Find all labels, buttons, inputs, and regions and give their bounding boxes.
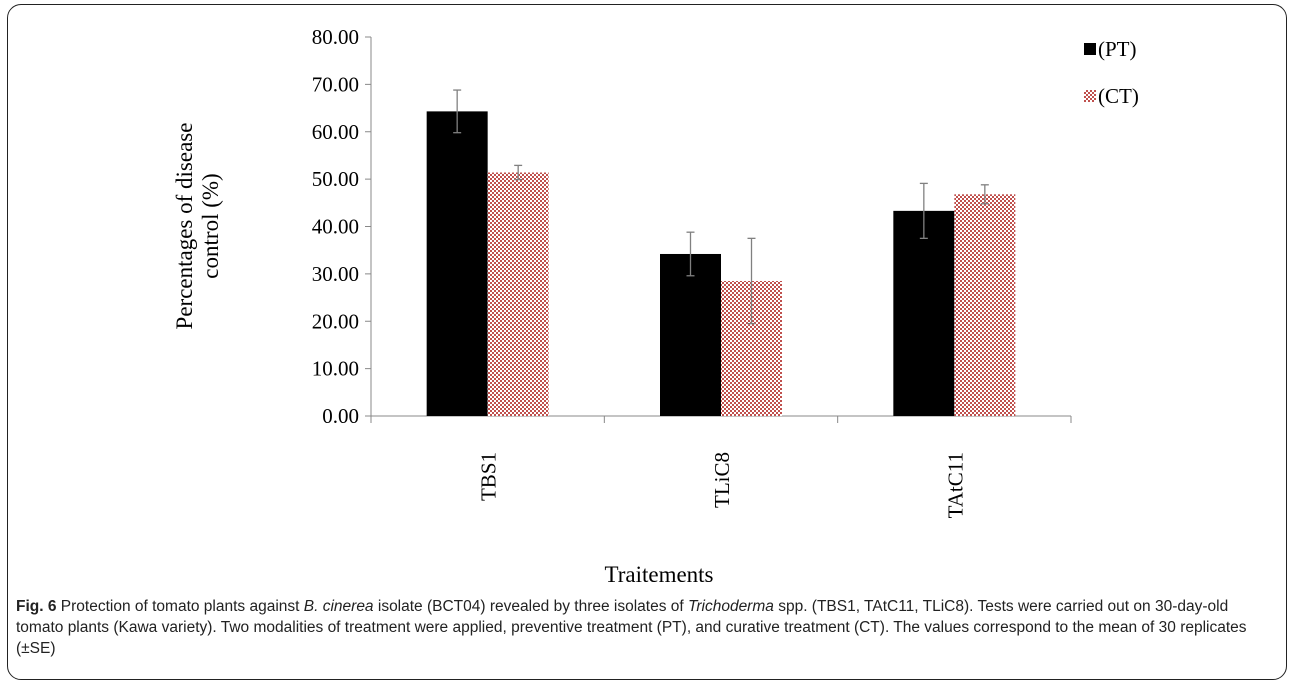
x-axis-label: Traitements — [604, 562, 713, 587]
figure-label: Fig. 6 — [16, 598, 57, 615]
y-tick-label: 60.00 — [312, 120, 359, 144]
y-tick-label: 10.00 — [312, 357, 359, 381]
y-axis: 0.00 10.00 20.00 30.00 40.00 50.00 60.00 70.00 8… — [312, 25, 372, 428]
caption-text-segment: Protection of tomato plants against — [56, 598, 304, 615]
legend-label-pt: (PT) — [1098, 37, 1137, 61]
x-tick-label-tbs1: TBS1 — [477, 452, 501, 501]
y-tick-label: 0.00 — [322, 404, 359, 428]
x-tick-label-tlic8: TLiC8 — [710, 452, 734, 508]
figure-frame — [7, 4, 1287, 680]
caption-text-segment: spp. (TBS1, TAtC11, TLiC8). Tests were c… — [16, 598, 1247, 657]
bar-tatc11-pt — [893, 210, 955, 416]
y-tick-label: 20.00 — [312, 309, 359, 333]
bars — [426, 111, 1016, 416]
caption-italic-text: B. cinerea — [303, 598, 374, 615]
y-tick-label: 70.00 — [312, 72, 359, 96]
caption-text-segment: isolate (BCT04) revealed by three isolat… — [373, 598, 689, 615]
legend-label-ct: (CT) — [1098, 84, 1139, 108]
legend: (PT) (CT) — [1084, 37, 1139, 108]
caption-italic-text: Trichoderma — [688, 598, 774, 615]
y-tick-label: 50.00 — [312, 167, 359, 191]
x-tick-label-tatc11: TAtC11 — [943, 452, 967, 518]
legend-swatch-ct — [1084, 90, 1096, 102]
bar-tbs1-ct — [487, 172, 549, 416]
bar-tlic8-pt — [660, 253, 721, 416]
y-tick-label: 40.00 — [312, 215, 359, 239]
bar-tbs1-pt — [426, 111, 488, 416]
legend-swatch-pt — [1084, 43, 1096, 55]
error-bars — [453, 89, 989, 325]
y-tick-label: 30.00 — [312, 262, 359, 286]
x-axis: TBS1 TLiC8 TAtC11 — [370, 415, 1072, 518]
caption-text: Protection of tomato plants against B. c… — [16, 598, 1247, 657]
y-axis-label-line-2: control (%) — [198, 173, 223, 278]
y-axis-label-line-1: Percentages of disease — [172, 123, 197, 330]
figure-caption: Fig. 6 Protection of tomato plants again… — [16, 596, 1278, 659]
bar-chart: 0.00 10.00 20.00 30.00 40.00 50.00 60.00 70.00 8… — [172, 25, 1139, 587]
bar-tatc11-ct — [954, 194, 1016, 416]
y-tick-label: 80.00 — [312, 25, 359, 49]
